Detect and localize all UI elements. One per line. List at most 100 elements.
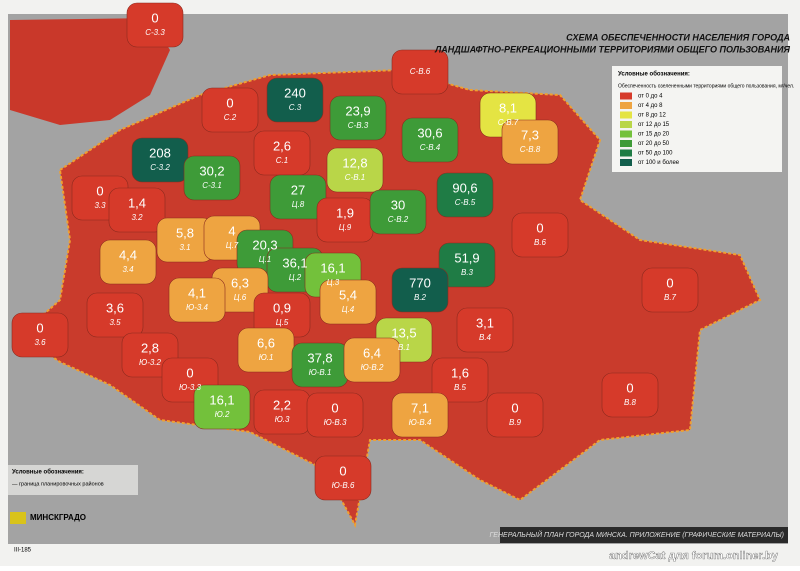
district-code: С-3.1 [202,181,222,190]
district-value: 6,4 [363,345,381,360]
district-code: С-В.2 [388,215,409,224]
district-code: Ц.3 [327,278,340,287]
district-code: Ц.6 [234,293,247,302]
district-code: Ю-3.4 [186,303,209,312]
district [193,384,251,430]
legend-items: от 0 до 4 от 4 до 8 от 8 до 12 от 12 до 15 о… [620,92,680,166]
district-value: 0 [626,380,633,395]
district-value: 16,1 [209,392,234,407]
district [601,372,659,418]
district-code: Ц.5 [276,318,289,327]
district-value: 0 [226,95,233,110]
district-code: С-В.1 [345,173,365,182]
district [391,267,449,313]
watermark: andrewCat для forum.onliner.by [609,550,779,562]
legend-swatch [620,130,632,138]
district-value: 4,1 [188,285,206,300]
district-code: Ю.3 [275,415,290,424]
district-value: 4 [228,223,235,238]
district [168,277,226,323]
district-value: 4,4 [119,247,137,262]
district-code: В.2 [414,293,427,302]
district-value: 2,6 [273,138,291,153]
district-value: 770 [409,275,431,290]
district [108,187,166,233]
legend-label: от 8 до 12 [638,113,666,119]
legend-label: от 0 до 4 [638,94,663,100]
legend-label: от 20 до 50 [638,141,670,147]
district-value: 8,1 [499,100,517,115]
district [319,279,377,325]
district [436,172,494,218]
district [456,307,514,353]
legend-swatch [620,92,632,100]
district-value: 7,1 [411,400,429,415]
title-line-1: СХЕМА ОБЕСПЕЧЕННОСТИ НАСЕЛЕНИЯ ГОРОДА [566,32,790,42]
district-code: Ю-3.3 [179,383,202,392]
district-code: В.5 [454,383,467,392]
district [314,455,372,501]
district [329,95,387,141]
footer-strip [500,527,788,543]
legend-swatch [620,111,632,119]
district-value: 0 [96,183,103,198]
district [326,147,384,193]
legend-swatch [620,149,632,157]
logo: МИНСКГРАДО [30,513,86,522]
district [501,119,559,165]
logo-mark [10,512,26,524]
district-value: 2,8 [141,340,159,355]
district-value: 37,8 [307,350,332,365]
north-west-area [10,18,170,125]
district-value: 13,5 [391,325,416,340]
district-code: Ю-В.2 [361,363,384,372]
district-code: Ю.2 [215,410,230,419]
district-code: С.3 [289,103,302,112]
district-code: Ю-3.2 [139,358,162,367]
district [183,155,241,201]
district-code: Ц.1 [259,255,272,264]
district-value: 30 [391,197,405,212]
district-value: 0 [36,320,43,335]
district-code: С-В.7 [498,118,519,127]
district-code: 3.1 [179,243,190,252]
district-code: В.8 [624,398,637,407]
district-value: 5,8 [176,225,194,240]
district-code: В.9 [509,418,522,427]
district-value: 0,9 [273,300,291,315]
district-value: 36,1 [282,255,307,270]
district-value: 30,6 [417,125,442,140]
district [641,267,699,313]
district-labels: 0 С-3.3 208 С-3.2 0 С.2 240 С.3 С-В.6 23,9 С-В.3 30… [34,10,676,490]
district-code: В.4 [479,333,492,342]
district [511,212,569,258]
district-value: 240 [284,85,306,100]
legend-title: Условные обозначения: [618,71,690,78]
district-value: 0 [151,10,158,25]
district-value: 51,9 [454,250,479,265]
district-value: 0 [331,400,338,415]
footer-strip-text: ГЕНЕРАЛЬНЫЙ ПЛАН ГОРОДА МИНСКА. ПРИЛОЖЕН… [490,530,785,539]
district-value: 16,1 [320,260,345,275]
district-code: Ц.7 [226,241,239,250]
district-value: 23,9 [345,103,370,118]
district-code: В.3 [461,268,474,277]
district-code: С-В.5 [455,198,476,207]
district-value: 0 [339,463,346,478]
district-code: Ю.1 [259,353,274,362]
district-code: С.2 [224,113,237,122]
legend-box [612,66,782,172]
legend-swatch [620,159,632,166]
district [201,87,259,133]
district-code: В.6 [534,238,547,247]
district [401,117,459,163]
district-value: 208 [149,145,171,160]
district-value: 1,4 [128,195,146,210]
district-value: 0 [511,400,518,415]
district-code: 3.5 [109,318,121,327]
legend-subtitle: Обеспеченность озелененными территориями… [618,83,794,89]
district-value: 2,2 [273,397,291,412]
district-code: В.7 [664,293,677,302]
district [126,2,184,48]
district [11,312,69,358]
